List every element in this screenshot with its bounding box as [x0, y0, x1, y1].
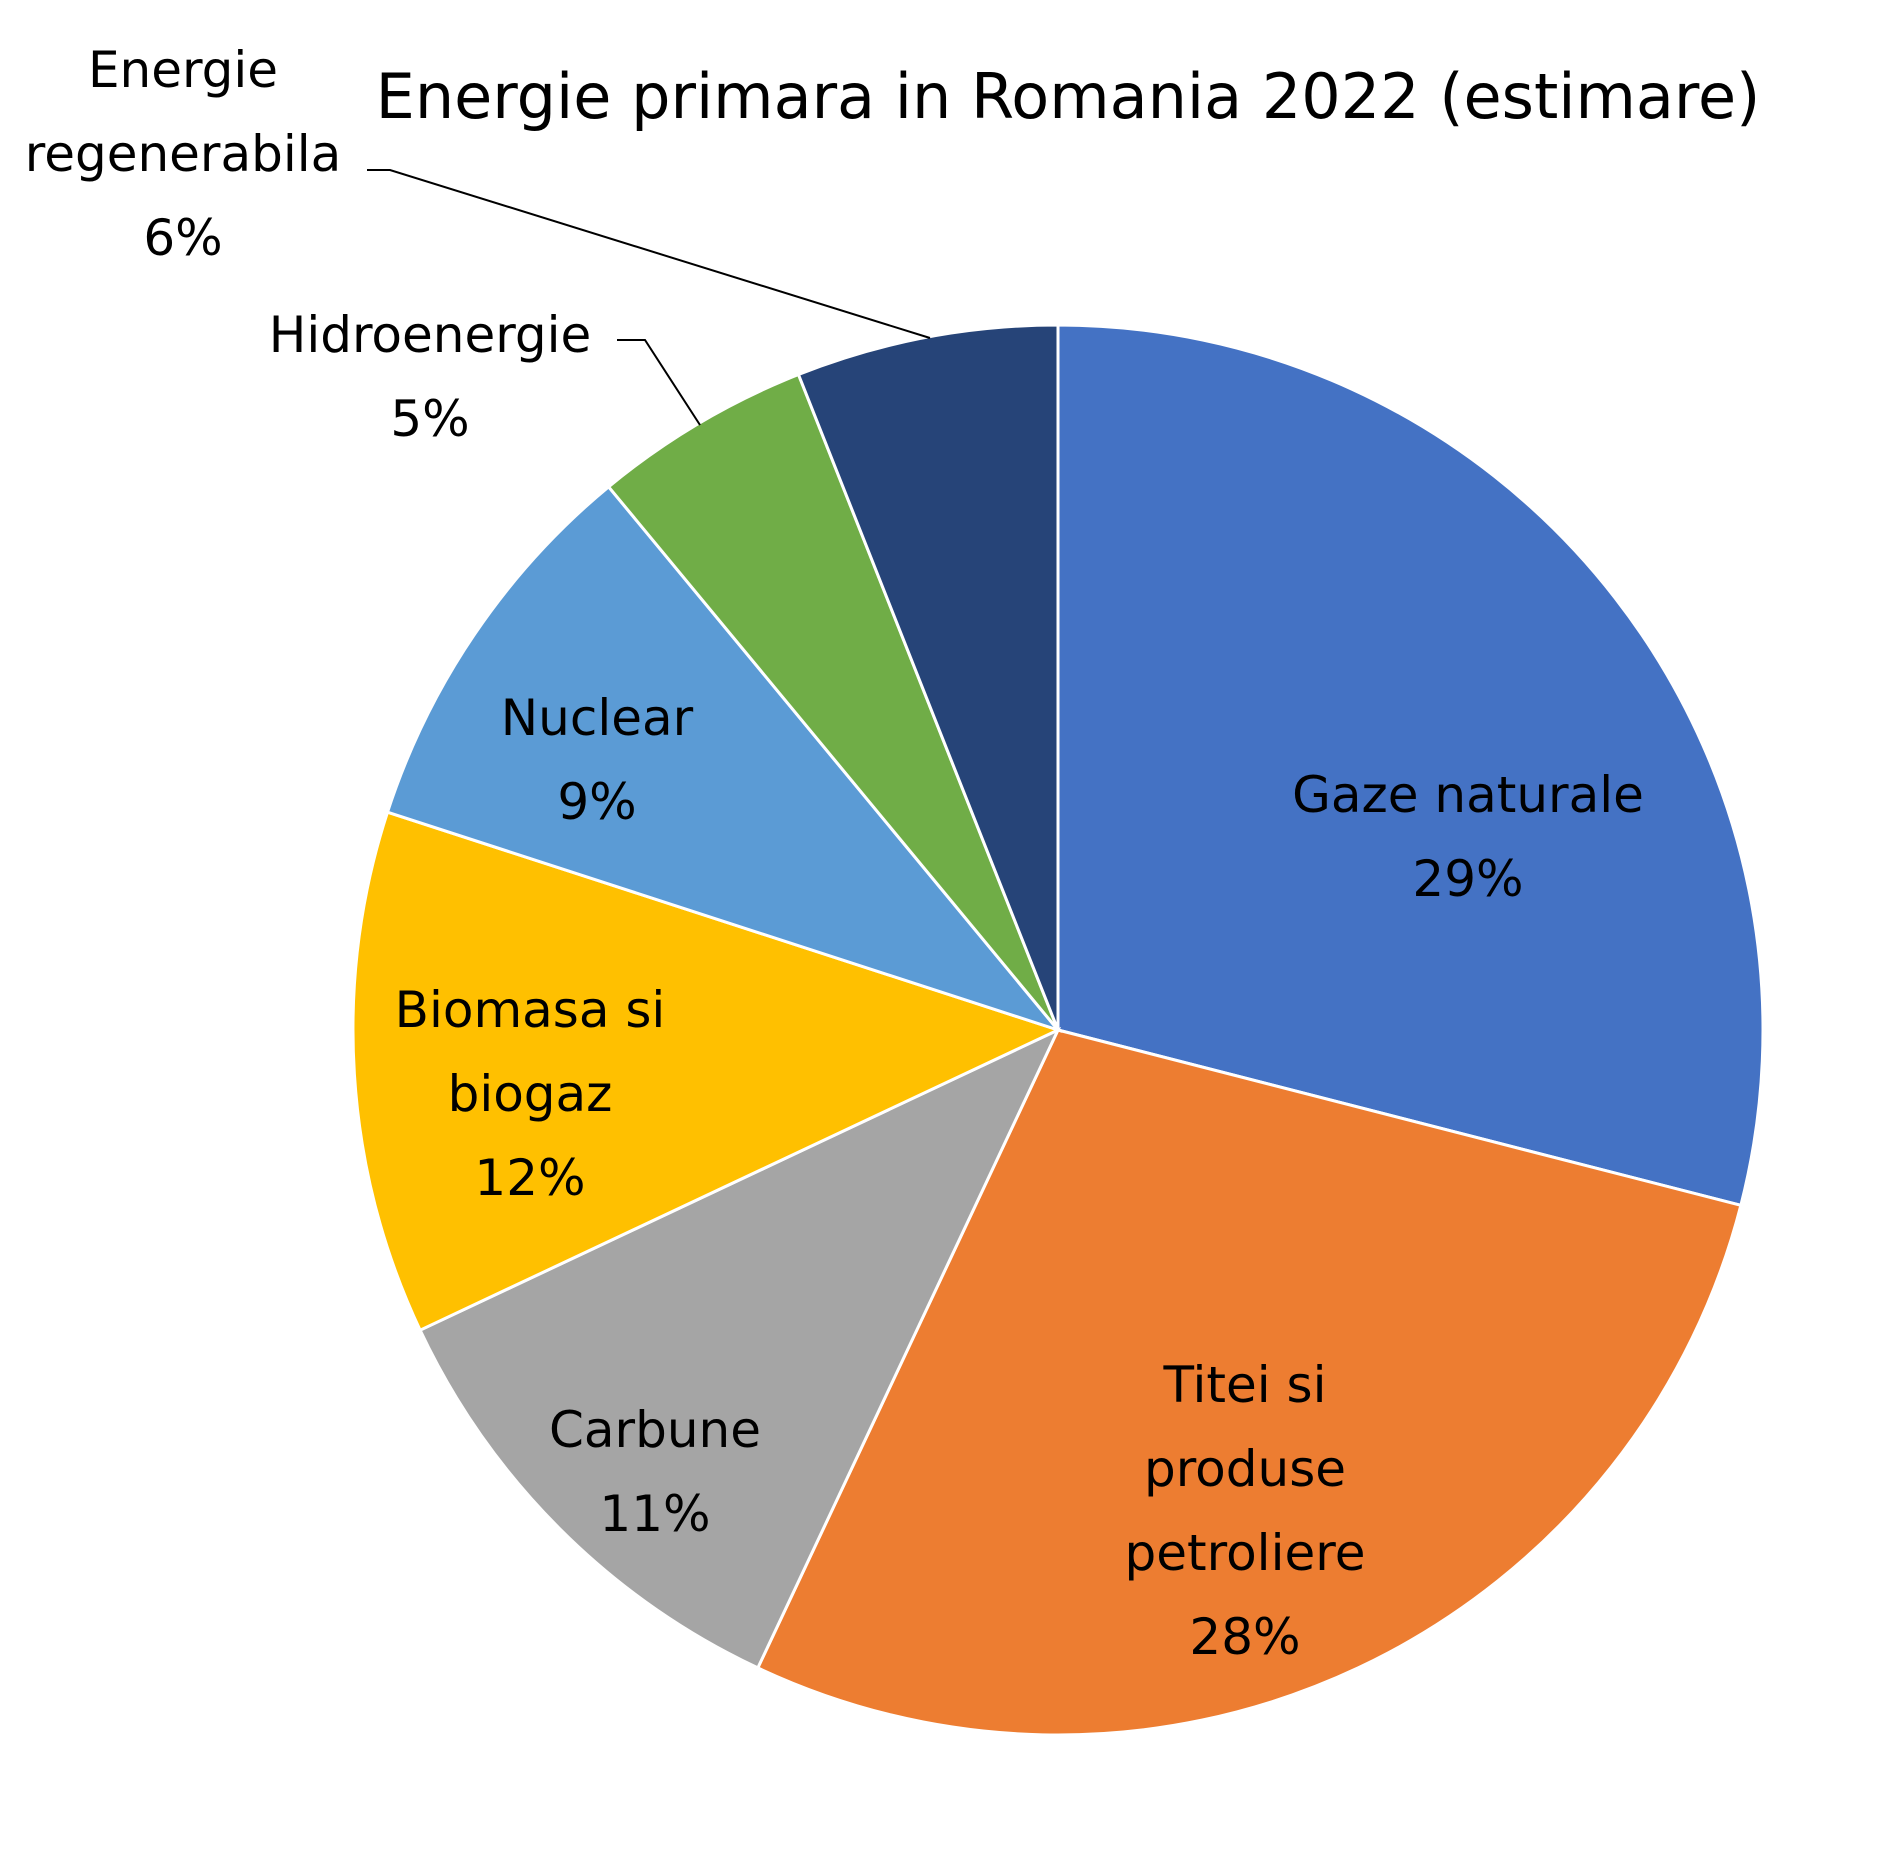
leader-line-hidroenergie — [617, 339, 701, 426]
data-label-name-carbune: Carbune — [549, 1401, 761, 1459]
data-label-pct-biomasa-biogaz: 12% — [474, 1149, 585, 1207]
data-label-name-biomasa-biogaz: Biomasa si — [395, 981, 666, 1039]
data-label-name-titei-produse-petroliere: Titei si — [1163, 1356, 1327, 1414]
data-label-pct-gaze-naturale: 29% — [1412, 850, 1523, 908]
data-label-pct-energie-regenerabila: 6% — [143, 209, 222, 267]
data-label-name-hidroenergie: Hidroenergie — [269, 306, 592, 364]
pie-slice-gaze-naturale — [1056, 323, 1765, 1208]
pie-slice-carbune — [418, 1026, 1062, 1670]
leader-line-energie-regenerabila — [367, 169, 931, 339]
chart-title: Energie primara in Romania 2022 (estimar… — [376, 60, 1761, 133]
data-label-pct-carbune: 11% — [599, 1485, 710, 1543]
data-label-pct-nuclear: 9% — [557, 773, 636, 831]
pie-slice-titei-produse-petroliere — [755, 1028, 1743, 1737]
pie-slice-nuclear — [385, 484, 1063, 1034]
data-label-pct-hidroenergie: 5% — [390, 390, 469, 448]
data-label-name-titei-produse-petroliere: produse — [1144, 1440, 1346, 1498]
data-label-name-biomasa-biogaz: biogaz — [448, 1065, 613, 1123]
data-label-name-energie-regenerabila: Energie — [88, 41, 278, 99]
data-label-name-nuclear: Nuclear — [501, 689, 694, 747]
data-label-name-gaze-naturale: Gaze naturale — [1292, 766, 1644, 824]
data-label-name-titei-produse-petroliere: petroliere — [1125, 1524, 1366, 1582]
data-label-pct-titei-produse-petroliere: 28% — [1189, 1608, 1300, 1666]
data-label-name-energie-regenerabila: regenerabila — [25, 125, 342, 183]
pie-slice-biomasa-biogaz — [351, 810, 1063, 1333]
